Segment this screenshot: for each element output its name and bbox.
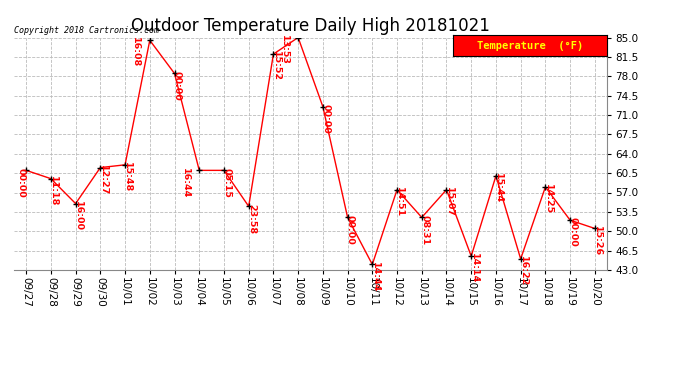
Text: 14:25: 14:25	[544, 184, 553, 214]
Text: 12:27: 12:27	[99, 165, 108, 195]
Text: 05:15: 05:15	[222, 168, 231, 198]
Text: 16:22: 16:22	[519, 256, 528, 286]
Text: 14:44: 14:44	[371, 262, 380, 292]
Text: 00:00: 00:00	[172, 71, 181, 100]
Text: 00:00: 00:00	[346, 214, 355, 244]
Text: 15:26: 15:26	[593, 226, 602, 256]
Text: 16:08: 16:08	[131, 38, 140, 68]
Text: 15:52: 15:52	[272, 51, 281, 81]
Text: 15:07: 15:07	[445, 187, 454, 217]
Text: 23:58: 23:58	[247, 204, 256, 234]
Title: Outdoor Temperature Daily High 20181021: Outdoor Temperature Daily High 20181021	[131, 17, 490, 35]
Text: 11:18: 11:18	[49, 176, 58, 206]
Text: 13:53: 13:53	[279, 35, 288, 64]
Text: 14:51: 14:51	[395, 187, 404, 217]
Text: 00:00: 00:00	[569, 217, 578, 247]
Text: 00:00: 00:00	[321, 104, 330, 134]
Text: 00:00: 00:00	[16, 168, 25, 197]
Text: 14:14: 14:14	[469, 254, 478, 284]
Text: 15:48: 15:48	[124, 162, 132, 192]
Text: 16:44: 16:44	[181, 168, 190, 198]
Text: 15:44: 15:44	[494, 173, 503, 203]
Text: Copyright 2018 Cartronics.com: Copyright 2018 Cartronics.com	[14, 26, 159, 35]
Text: 16:00: 16:00	[74, 201, 83, 231]
Text: 08:31: 08:31	[420, 214, 429, 245]
